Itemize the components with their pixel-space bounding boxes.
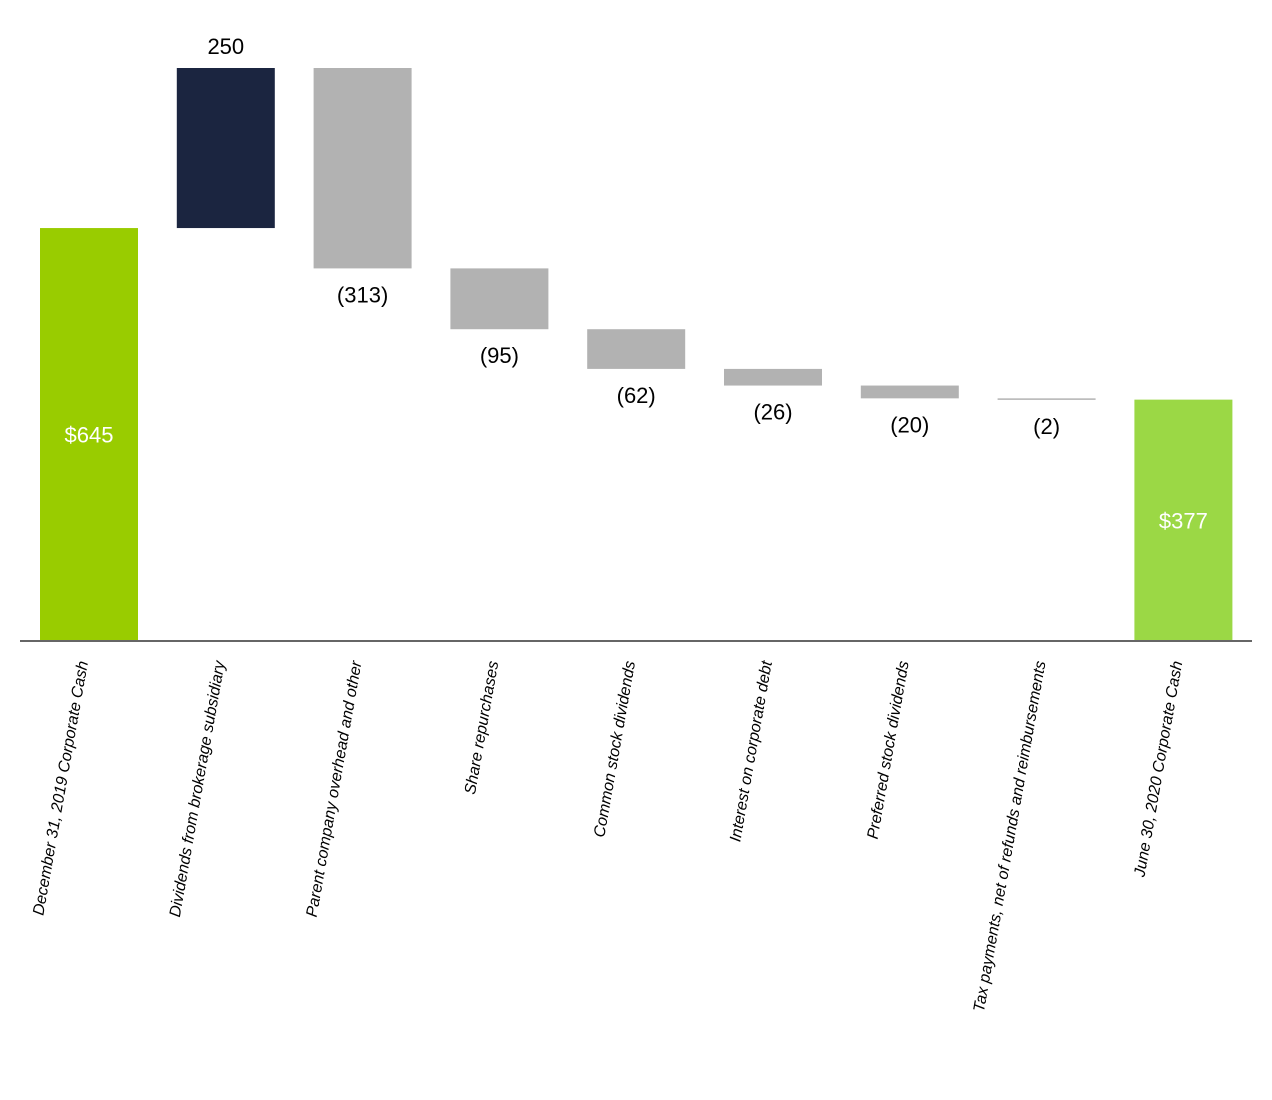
bars-group: [40, 68, 1233, 642]
category-labels-group: December 31, 2019 Corporate Cash Dividend…: [30, 659, 1186, 1014]
category-label-2: Dividends from brokerage subsidiary: [167, 659, 229, 919]
data-label-5: (62): [617, 383, 656, 408]
category-label-1: December 31, 2019 Corporate Cash: [30, 660, 92, 917]
bar-4: [450, 268, 549, 330]
bar-3: [313, 68, 412, 269]
category-label-5: Common stock dividends: [591, 660, 639, 839]
bar-1: [40, 228, 138, 642]
data-label-1: $645: [65, 423, 114, 448]
bar-8: [997, 398, 1096, 400]
data-label-2: 250: [207, 34, 244, 59]
bar-6: [724, 368, 822, 386]
data-label-8: (2): [1033, 414, 1060, 439]
data-label-9: $377: [1159, 508, 1208, 533]
category-label-7: Preferred stock dividends: [865, 660, 913, 841]
bar-2: [176, 68, 275, 229]
bar-9: [1134, 399, 1233, 641]
bar-7: [860, 385, 959, 399]
data-labels-group: $645 250 (313) (95) (62) (26) (20) (2) $377: [65, 34, 1208, 533]
data-label-3: (313): [337, 282, 388, 307]
category-label-6: Interest on corporate debt: [727, 659, 776, 843]
category-label-3: Parent company overhead and other: [304, 659, 366, 918]
bar-5: [587, 329, 686, 369]
data-label-7: (20): [890, 412, 929, 437]
data-label-4: (95): [480, 343, 519, 368]
category-label-8: Tax payments, net of refunds and reimbur…: [971, 660, 1050, 1014]
category-label-4: Share repurchases: [462, 660, 502, 796]
category-label-9: June 30, 2020 Corporate Cash: [1131, 660, 1186, 880]
data-label-6: (26): [753, 400, 792, 425]
